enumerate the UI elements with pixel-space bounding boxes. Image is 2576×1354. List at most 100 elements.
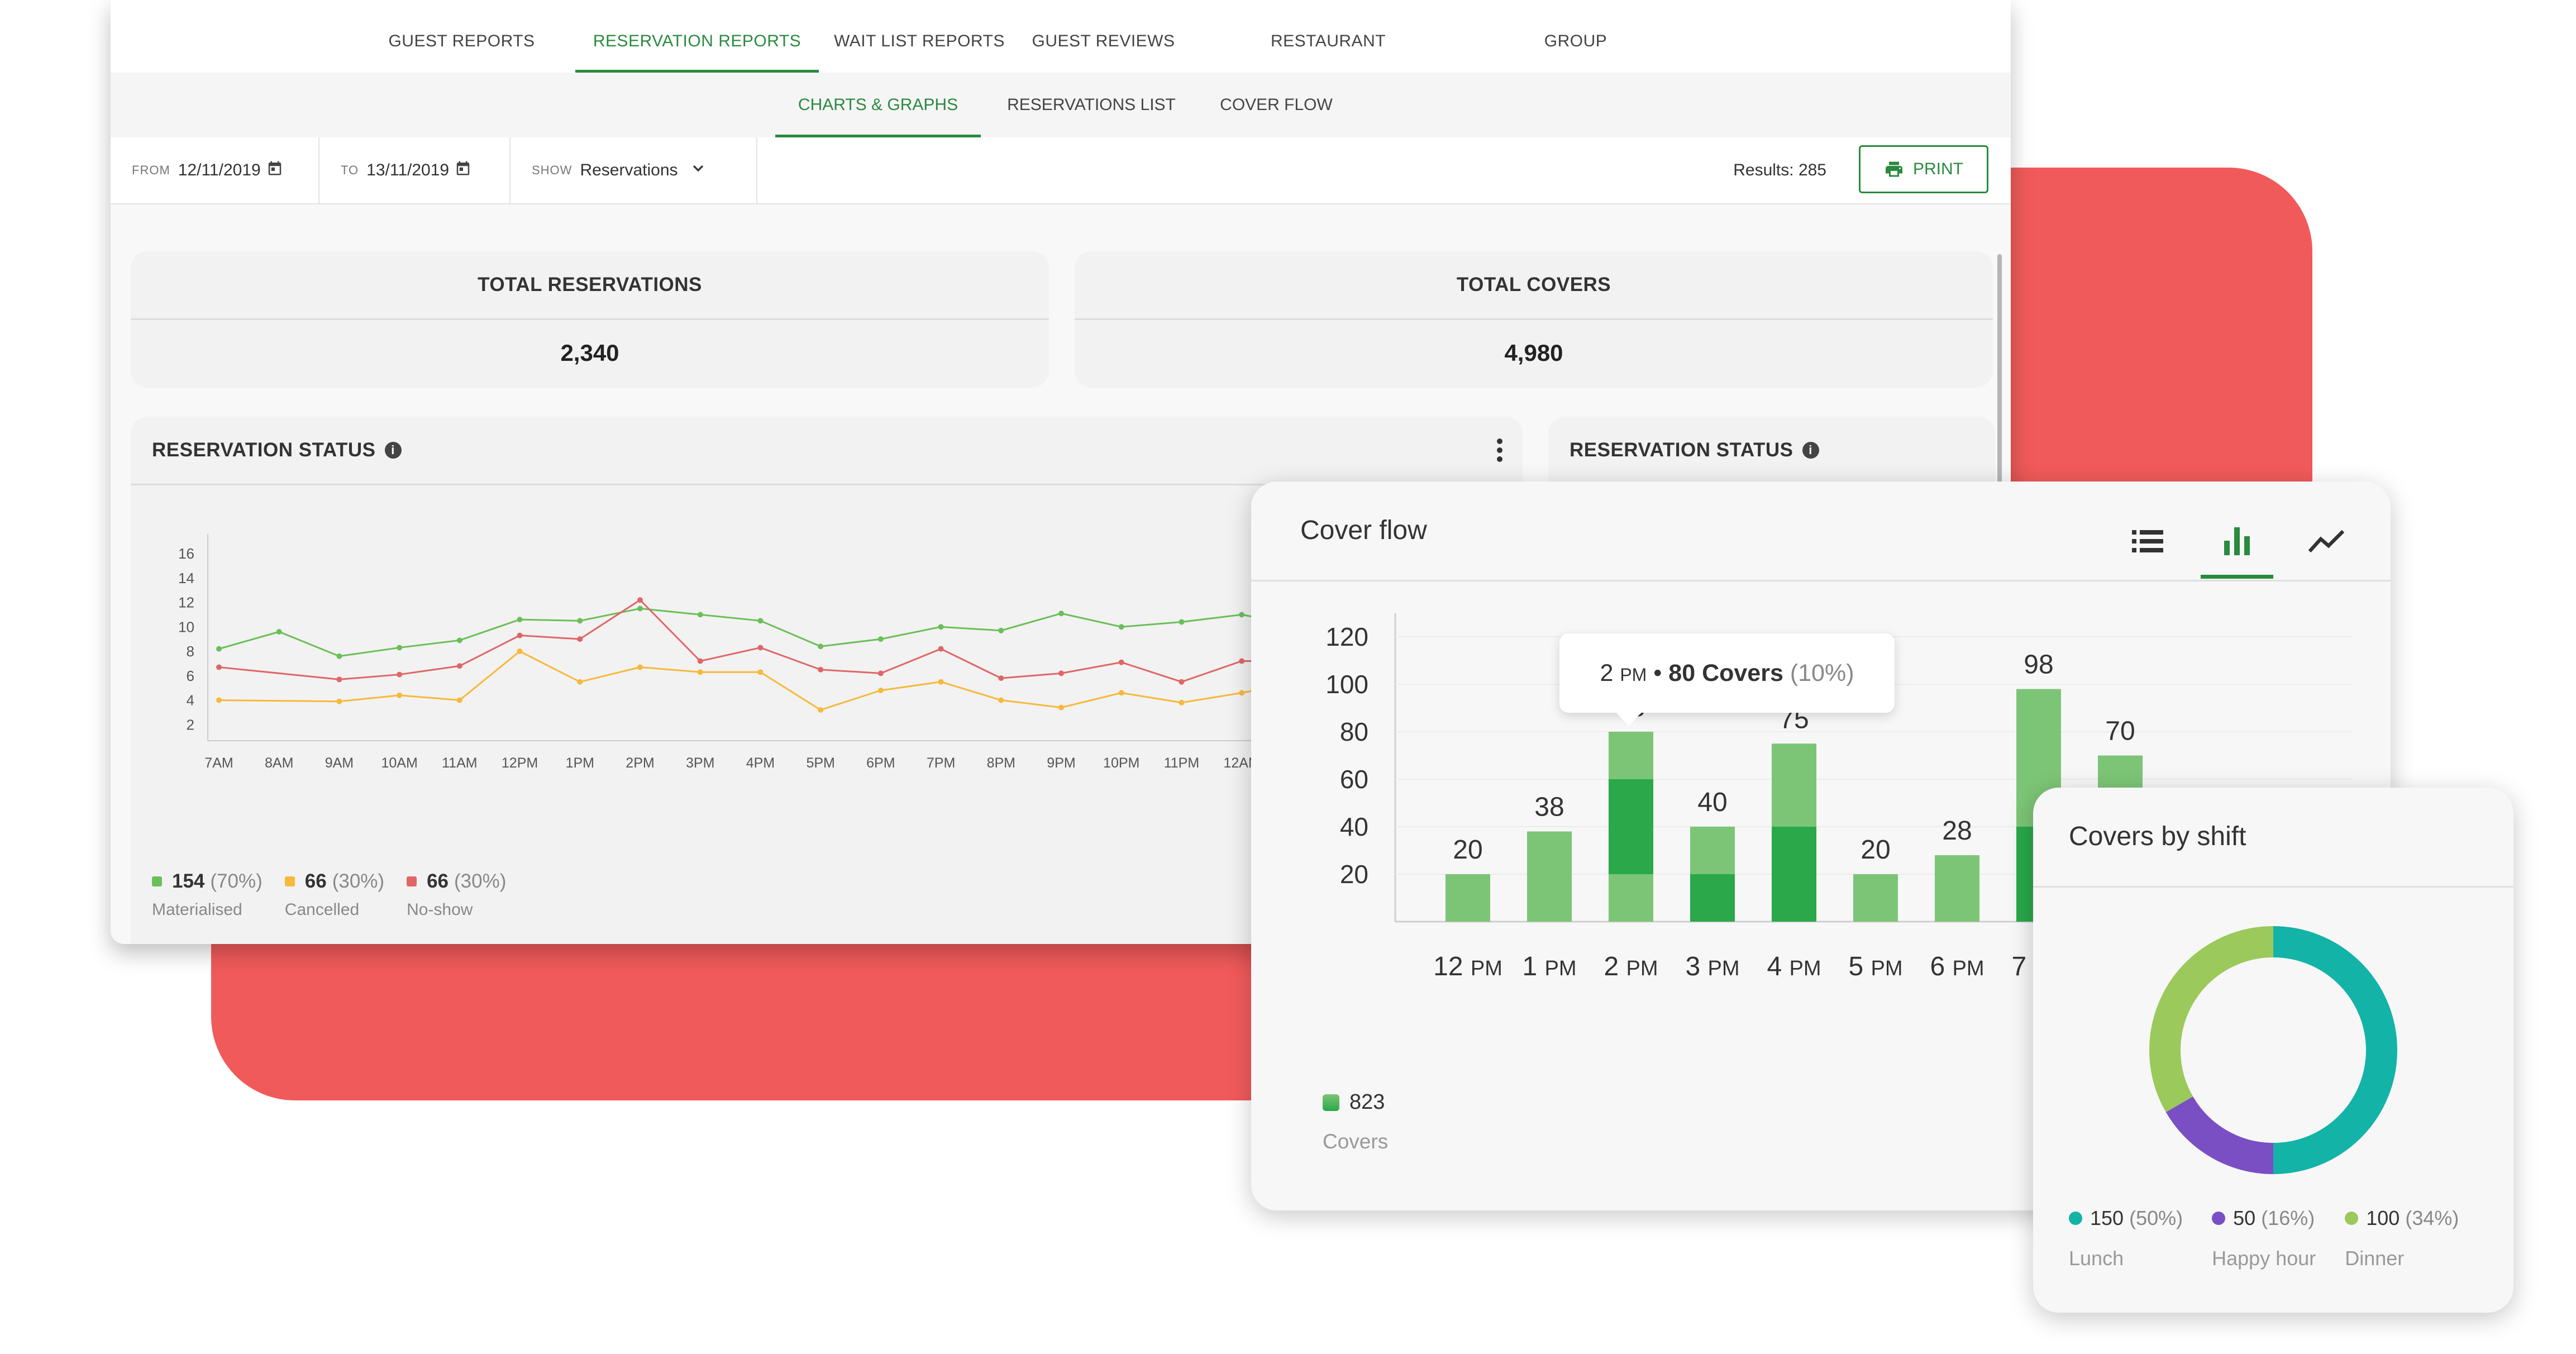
bar-chart-icon[interactable] [2201, 504, 2273, 579]
data-point[interactable] [1118, 690, 1124, 696]
data-point[interactable] [577, 618, 583, 624]
data-point[interactable] [456, 697, 462, 703]
data-point[interactable] [336, 653, 342, 659]
bar-segment[interactable] [1609, 732, 1653, 779]
data-point[interactable] [1118, 659, 1124, 665]
data-point[interactable] [1239, 658, 1245, 664]
tab-guest-reports[interactable]: GUEST REPORTS [388, 32, 535, 50]
line-chart-icon[interactable] [2290, 504, 2363, 579]
data-point[interactable] [397, 692, 403, 698]
data-point[interactable] [1058, 670, 1064, 676]
data-point[interactable] [1179, 679, 1185, 685]
tab-group-performance[interactable]: GROUP PERFORMANCE [1509, 32, 1642, 133]
data-point[interactable] [818, 707, 824, 713]
data-point[interactable] [757, 645, 764, 651]
subtab-reservations-list[interactable]: RESERVATIONS LIST [1007, 96, 1176, 114]
x-tick-label: 6 PM [1930, 952, 1984, 981]
tab-guest-reviews[interactable]: GUEST REVIEWS [1032, 32, 1175, 50]
data-point[interactable] [637, 664, 643, 670]
scrollbar[interactable] [1997, 254, 2002, 489]
data-point[interactable] [1118, 624, 1124, 630]
data-point[interactable] [216, 646, 222, 652]
info-icon[interactable]: i [1802, 442, 1819, 459]
donut-slice-dinner[interactable] [2149, 926, 2274, 1112]
more-vertical-icon[interactable] [1496, 437, 1504, 469]
bar-segment[interactable] [1690, 827, 1735, 874]
show-select[interactable]: SHOW Reservations [511, 137, 757, 203]
data-point[interactable] [577, 679, 583, 685]
cover-flow-legend[interactable]: 823 Covers [1323, 1090, 1388, 1153]
bar-segment[interactable] [1935, 855, 1979, 922]
sub-tabs: CHARTS & GRAPHS RESERVATIONS LIST COVER … [111, 73, 2011, 139]
data-point[interactable] [637, 597, 643, 603]
data-point[interactable] [938, 646, 944, 652]
bar-segment[interactable] [1690, 874, 1735, 922]
data-point[interactable] [276, 629, 282, 635]
bar-segment[interactable] [1853, 874, 1898, 922]
covers-by-shift-donut [2149, 926, 2397, 1174]
x-tick-label: 8AM [265, 755, 293, 771]
print-button[interactable]: PRINT [1859, 145, 1988, 193]
donut-slice-happy-hour[interactable] [2165, 1096, 2274, 1174]
data-point[interactable] [216, 697, 222, 703]
data-point[interactable] [456, 663, 462, 669]
legend-lunch[interactable]: 150 (50%) Lunch [2069, 1207, 2183, 1270]
legend-no-show[interactable]: 66 (30%) No-show [407, 870, 506, 919]
data-point[interactable] [877, 670, 884, 676]
tab-restaurant-performance[interactable]: RESTAURANT PERFORMANCE [1262, 32, 1395, 133]
data-point[interactable] [397, 645, 403, 651]
data-point[interactable] [998, 697, 1004, 703]
bar-segment[interactable] [1446, 874, 1490, 922]
from-date-picker[interactable]: FROM 12/11/2019 [111, 137, 319, 203]
data-point[interactable] [998, 675, 1004, 681]
data-point[interactable] [336, 698, 342, 704]
data-point[interactable] [757, 618, 764, 624]
data-point[interactable] [336, 676, 342, 683]
data-point[interactable] [637, 606, 643, 612]
data-point[interactable] [1239, 612, 1245, 618]
tab-reservation-reports[interactable]: RESERVATION REPORTS [575, 0, 819, 73]
data-point[interactable] [577, 636, 583, 642]
subtab-cover-flow[interactable]: COVER FLOW [1220, 96, 1333, 114]
bar-segment[interactable] [1527, 831, 1572, 922]
info-icon[interactable]: i [384, 442, 402, 459]
subtab-charts-graphs[interactable]: CHARTS & GRAPHS [775, 73, 981, 137]
donut-slice-lunch[interactable] [2273, 926, 2397, 1174]
data-point[interactable] [1058, 611, 1064, 617]
to-date-picker[interactable]: TO 13/11/2019 [319, 137, 511, 203]
data-point[interactable] [456, 637, 462, 643]
data-point[interactable] [397, 671, 403, 678]
data-point[interactable] [877, 688, 884, 693]
data-point[interactable] [877, 636, 884, 642]
data-point[interactable] [757, 669, 764, 675]
data-point[interactable] [697, 658, 703, 664]
bar-segment[interactable] [1609, 874, 1653, 922]
cover-flow-title: Cover flow [1300, 516, 1427, 545]
data-point[interactable] [1179, 619, 1185, 625]
legend-materialised[interactable]: 154 (70%) Materialised [152, 870, 263, 919]
x-tick-label: 7PM [927, 755, 955, 771]
data-point[interactable] [1239, 690, 1245, 696]
data-point[interactable] [697, 612, 703, 618]
data-point[interactable] [818, 666, 824, 673]
data-point[interactable] [517, 649, 523, 654]
data-point[interactable] [998, 627, 1004, 633]
data-point[interactable] [938, 624, 944, 630]
legend-dinner[interactable]: 100 (34%) Dinner [2345, 1207, 2459, 1270]
data-point[interactable] [1179, 699, 1185, 705]
tab-wait-list-reports[interactable]: WAIT LIST REPORTS [834, 32, 1005, 50]
legend-happy-hour[interactable]: 50 (16%) Happy hour [2212, 1207, 2316, 1270]
data-point[interactable] [517, 632, 523, 638]
legend-cancelled[interactable]: 66 (30%) Cancelled [284, 870, 384, 919]
data-point[interactable] [697, 669, 703, 675]
data-point[interactable] [216, 664, 222, 670]
data-point[interactable] [1058, 704, 1064, 711]
bar-segment[interactable] [1609, 779, 1653, 874]
bar-segment[interactable] [1772, 827, 1816, 922]
data-point[interactable] [818, 643, 824, 650]
list-icon[interactable] [2111, 504, 2184, 579]
data-point[interactable] [938, 679, 944, 685]
bar-segment[interactable] [1772, 743, 1816, 827]
data-point[interactable] [517, 617, 523, 623]
covers-by-shift-card: Covers by shift 150 (50%) Lunch 50 (16%)… [2033, 788, 2513, 1313]
